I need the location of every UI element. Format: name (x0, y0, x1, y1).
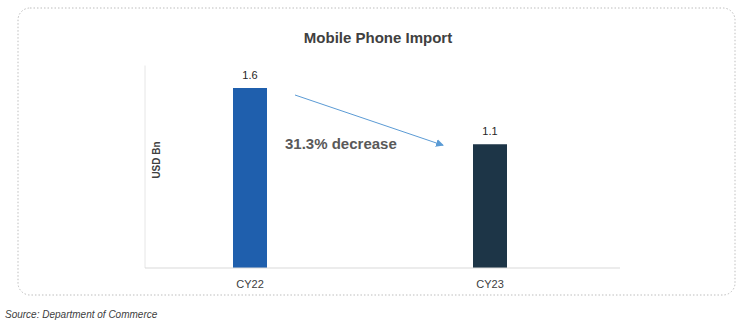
bars (233, 88, 507, 268)
source: Source: Department of Commerce (5, 309, 158, 320)
y-axis-label: USD Bn (151, 141, 162, 178)
bar (233, 88, 267, 268)
title: Mobile Phone Import (304, 29, 452, 46)
x-tick-label: CY23 (476, 278, 504, 290)
baseline (145, 268, 620, 269)
annotation: 31.3% decrease (285, 135, 397, 152)
bar (473, 144, 507, 268)
chart-svg: Mobile Phone Import USD Bn 1.6 CY22 1.1 CY23 3… (0, 0, 744, 332)
x-tick-label: CY22 (236, 278, 264, 290)
data-label: 1.1 (482, 125, 497, 137)
chart-container: Mobile Phone Import USD Bn 1.6 CY22 1.1 CY23 3… (0, 0, 744, 332)
frame (18, 8, 735, 295)
y-axis-line (145, 66, 146, 269)
data-label: 1.6 (242, 69, 257, 81)
